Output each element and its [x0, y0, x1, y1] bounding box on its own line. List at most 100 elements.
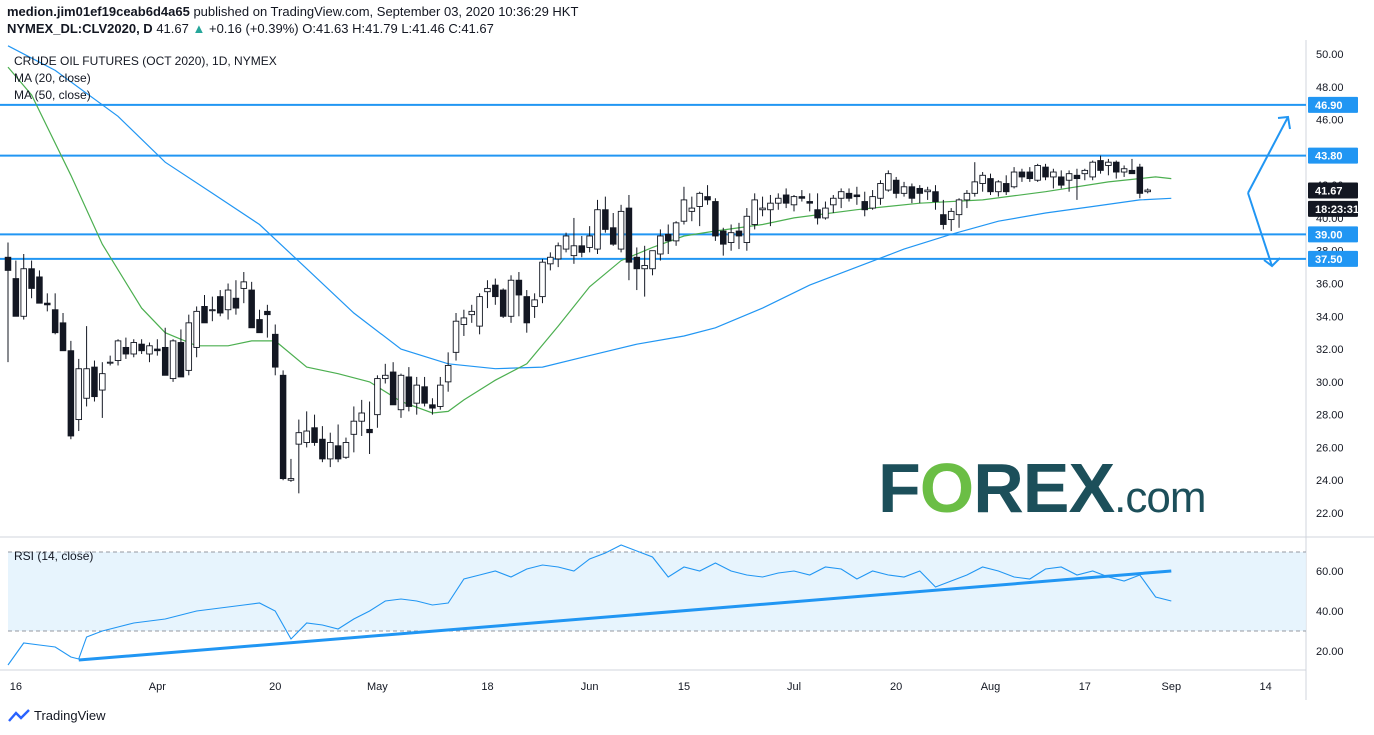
rsi-trendline — [78, 569, 1172, 662]
candle — [963, 190, 971, 209]
price-label-bg — [1308, 226, 1358, 243]
candle — [28, 260, 35, 299]
candle — [334, 424, 342, 463]
candle-body-up — [900, 186, 908, 194]
candle — [570, 217, 578, 264]
price-label-bg — [1308, 200, 1358, 217]
price-label-text: 39.00 — [1315, 229, 1343, 241]
candle — [1097, 155, 1104, 174]
candle — [775, 193, 782, 210]
candle — [1089, 160, 1096, 181]
candle-body-up — [751, 199, 758, 225]
candle — [578, 235, 586, 258]
candle-body-up — [531, 299, 538, 307]
price-axis-ticks: 22.00 24.00 26.00 28.00 30.00 32.00 34.00 36.00… — [1316, 49, 1344, 520]
low-value: L:41.46 — [401, 21, 445, 36]
candle — [193, 306, 200, 358]
candle-body-down — [798, 196, 806, 199]
candle — [602, 196, 609, 233]
candle-body-down — [44, 302, 51, 306]
candle — [609, 213, 617, 246]
candle-body-down — [523, 296, 531, 324]
candle — [51, 293, 59, 335]
candle — [908, 183, 916, 204]
candle-body-down — [216, 296, 224, 314]
rsi-axis-ticks: 20.00 40.00 60.00 — [1316, 566, 1344, 658]
candle-body-up — [193, 310, 200, 348]
rsi-label: RSI (14, close) — [14, 549, 93, 563]
candle — [264, 304, 271, 338]
candle — [44, 293, 51, 312]
candle — [892, 176, 900, 199]
candle — [1010, 167, 1018, 189]
candle-body-up — [1081, 169, 1089, 175]
candle-body-up — [295, 432, 303, 445]
tradingview-logo-icon — [8, 708, 30, 722]
candle-body-down — [1136, 166, 1144, 194]
candle-body-up — [562, 235, 570, 250]
candle-body-down — [1128, 169, 1136, 175]
candle — [837, 188, 845, 209]
candle — [405, 367, 413, 412]
price-label-level: 39.00 — [1308, 226, 1358, 243]
candle — [295, 419, 303, 494]
rsi-tick-label: 20.00 — [1316, 646, 1344, 658]
candle-body-down — [1018, 171, 1026, 178]
candle-body-down — [389, 371, 397, 406]
candle — [484, 280, 491, 309]
candle — [122, 337, 130, 359]
candle — [955, 198, 963, 228]
candle-body-up — [452, 320, 460, 353]
candle-body-up — [869, 196, 876, 209]
candle-body-down — [940, 214, 947, 225]
candle-body-up — [743, 215, 751, 243]
candle-body-down — [36, 276, 43, 304]
time-axis-ticks: 16 Apr 20 May 18 Jun 15 Jul 20 Aug 17 Sep 14 — [10, 681, 1272, 693]
price-label-text: 37.50 — [1315, 254, 1343, 266]
rsi-band — [8, 552, 1306, 631]
candle — [12, 260, 20, 317]
candle-body-down — [154, 348, 161, 352]
candle — [523, 290, 531, 333]
candle-body-down — [1113, 161, 1120, 173]
candle-body-up — [570, 245, 578, 257]
candle — [444, 352, 452, 392]
candle — [130, 339, 138, 358]
candle-body-up — [507, 279, 515, 317]
candle-body-down — [12, 278, 20, 317]
candle-body-up — [146, 345, 153, 355]
candle-body-up — [130, 342, 138, 355]
candle-body-down — [366, 428, 373, 434]
tradingview-brand[interactable]: TradingView — [8, 708, 106, 723]
rsi-tick-label: 40.00 — [1316, 606, 1344, 618]
candle-body-up — [657, 235, 664, 255]
time-tick-label: 14 — [1259, 681, 1271, 693]
time-tick-label: Sep — [1161, 681, 1181, 693]
candle-body-up — [1089, 161, 1096, 178]
candle — [554, 242, 562, 268]
candle-body-up — [586, 235, 593, 248]
high-value: H:41.79 — [352, 21, 398, 36]
candle — [185, 314, 193, 376]
candle — [4, 242, 12, 363]
price-tick-label: 26.00 — [1316, 442, 1344, 454]
candle — [492, 278, 499, 305]
candle-body-down — [271, 333, 279, 368]
candle-body-up — [106, 361, 114, 364]
candle-body-up — [350, 420, 358, 435]
price-label-bg — [1308, 96, 1358, 113]
candle-body-down — [735, 230, 743, 237]
candle-body-up — [554, 245, 562, 260]
candlesticks — [4, 155, 1151, 494]
candle-body-down — [625, 207, 633, 263]
candle — [531, 293, 538, 318]
candle — [845, 188, 853, 202]
symbol-ohlc-bar: NYMEX_DL:CLV2020, D 41.67 ▲ +0.16 (+0.39… — [7, 21, 494, 36]
candle-body-up — [955, 199, 963, 216]
candle — [547, 252, 554, 271]
candle — [287, 458, 295, 482]
price-tick-label: 22.00 — [1316, 508, 1344, 520]
candle-body-up — [547, 256, 554, 265]
price-tick-label: 24.00 — [1316, 475, 1344, 487]
